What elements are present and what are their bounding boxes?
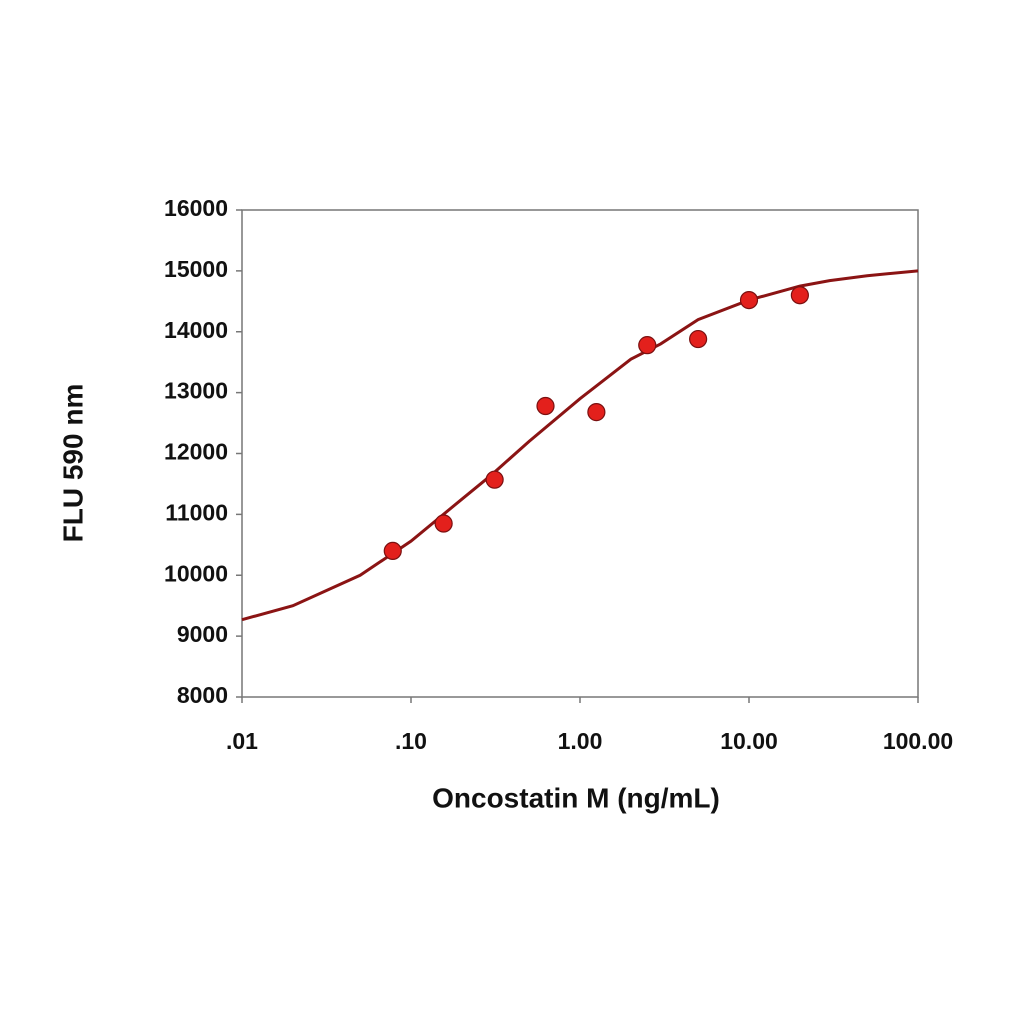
y-tick-label: 8000 <box>177 682 228 708</box>
data-point <box>638 336 657 355</box>
data-point <box>383 541 402 561</box>
data-point <box>434 514 453 533</box>
data-point <box>739 290 759 310</box>
x-tick-label: .01 <box>226 728 258 754</box>
y-tick-label: 9000 <box>177 621 228 647</box>
y-axis-title: FLU 590 nm <box>57 384 88 543</box>
data-point <box>536 396 555 416</box>
x-axis-title: Oncostatin M (ng/mL) <box>432 782 720 813</box>
fit-curve <box>241 269 919 622</box>
data-point <box>689 329 708 349</box>
x-tick-label: 1.00 <box>558 728 603 754</box>
y-tick-label: 15000 <box>164 256 228 282</box>
data-point <box>790 286 809 305</box>
x-tick-label: 100.00 <box>883 728 953 754</box>
y-tick-label: 12000 <box>164 439 228 465</box>
data-point <box>587 403 606 422</box>
x-tick-label: 10.00 <box>720 728 778 754</box>
y-tick-label: 10000 <box>164 560 228 586</box>
y-tick-label: 13000 <box>164 378 228 404</box>
data-point <box>485 470 504 489</box>
x-tick-label: .10 <box>395 728 427 754</box>
y-tick-label: 16000 <box>164 195 228 221</box>
y-tick-label: 14000 <box>164 317 228 343</box>
y-tick-label: 11000 <box>165 499 228 525</box>
